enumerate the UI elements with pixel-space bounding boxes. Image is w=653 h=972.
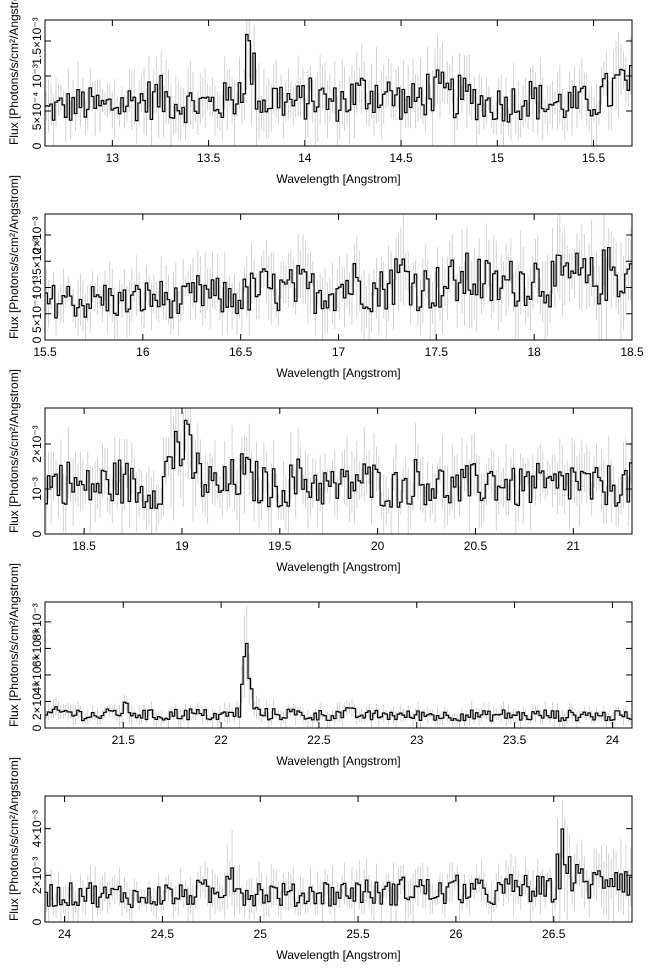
x-tick-label: 17.5	[425, 345, 449, 359]
spectrum-panel-1: 13 13.5 14 14.5 15 15.5 0 5×10⁻⁴ 10⁻³1.5×10⁻³ Wav…	[7, 0, 633, 186]
plot-frame	[44, 795, 633, 923]
x-tick-label: 17	[332, 345, 346, 359]
y-tick-label: 0	[30, 724, 44, 731]
x-tick-label: 24	[606, 733, 620, 747]
y-tick-label: 10⁻³	[30, 276, 44, 300]
x-tick-label: 24	[58, 927, 72, 941]
plot-frame	[44, 601, 633, 729]
y-tick-label: 8×10⁻³	[30, 603, 44, 640]
y-axis-label: Flux [Photons/s/cm²/Angstrom]	[7, 0, 21, 145]
x-tick-label: 14	[298, 151, 312, 165]
error-bars	[45, 20, 632, 146]
y-tick-label: 5×10⁻⁴	[30, 92, 44, 131]
spectrum-line	[45, 419, 632, 509]
x-tick-label: 15.5	[582, 151, 606, 165]
y-axis-label: Flux [Photons/s/cm²/Angstrom]	[7, 369, 21, 533]
x-tick-label: 21.5	[112, 733, 136, 747]
x-tick-label: 19.5	[268, 539, 292, 553]
x-tick-label: 25.5	[346, 927, 370, 941]
x-tick-label: 18.5	[620, 345, 644, 359]
x-axis-label: Wavelength [Angstrom]	[276, 366, 400, 380]
y-tick-label: 1.5×10⁻³	[30, 17, 44, 64]
x-axis-label: Wavelength [Angstrom]	[276, 948, 400, 962]
y-tick-label: 10⁻³	[30, 64, 44, 88]
x-tick-label: 13	[106, 151, 120, 165]
x-tick-label: 26	[449, 927, 463, 941]
x-tick-label: 26.5	[542, 927, 566, 941]
x-tick-label: 15.5	[33, 345, 57, 359]
error-bars	[45, 799, 632, 922]
y-tick-label: 2×10⁻³	[30, 683, 44, 720]
x-tick-label: 15	[491, 151, 505, 165]
x-tick-label: 20	[371, 539, 385, 553]
x-tick-label: 19	[175, 539, 189, 553]
y-axis-label: Flux [Photons/s/cm²/Angstrom]	[7, 563, 21, 727]
spectrum-panel-2: 15.5 16 16.5 17 17.5 18 18.5 0 5×10⁻⁴10⁻³1.5×10⁻…	[7, 175, 644, 380]
x-tick-label: 16.5	[229, 345, 253, 359]
x-axis-label: Wavelength [Angstrom]	[276, 560, 400, 574]
x-axis-label: Wavelength [Angstrom]	[276, 172, 400, 186]
plot-frame	[44, 407, 633, 535]
x-tick-label: 21	[567, 539, 581, 553]
y-axis-label: Flux [Photons/s/cm²/Angstrom]	[7, 175, 21, 339]
y-tick-label: 0	[30, 530, 44, 537]
y-tick-label: 4×10⁻³	[30, 656, 44, 693]
spectrum-line	[45, 642, 632, 722]
plot-frame	[44, 19, 633, 147]
y-axis-label: Flux [Photons/s/cm²/Angstrom]	[7, 757, 21, 921]
x-tick-label: 23.5	[503, 733, 527, 747]
y-tick-label: 2×10⁻³	[30, 425, 44, 462]
y-tick-label: 6×10⁻³	[30, 630, 44, 667]
y-tick-label: 0	[30, 142, 44, 149]
spectrum-panel-5: 24 24.5 25 25.5 26 26.5 0 2×10⁻³ 4×10⁻³ Wavelengt…	[7, 757, 633, 962]
x-tick-label: 16	[136, 345, 150, 359]
x-tick-label: 23	[410, 733, 424, 747]
x-tick-label: 18	[527, 345, 541, 359]
y-tick-label: 5×10⁻⁴	[30, 294, 44, 333]
plot-frame	[44, 213, 633, 341]
x-tick-label: 25	[254, 927, 268, 941]
x-tick-label: 22.5	[307, 733, 331, 747]
x-tick-label: 14.5	[389, 151, 413, 165]
spectrum-line	[45, 828, 632, 908]
spectrum-panel-3: 18.5 19 19.5 20 20.5 21 0 10⁻³ 2×10⁻³ Wavelength …	[7, 369, 633, 574]
y-tick-label: 10⁻³	[30, 477, 44, 501]
y-tick-label: 2×10⁻³	[30, 857, 44, 894]
x-tick-label: 18.5	[72, 539, 96, 553]
y-tick-label: 2×10⁻³	[30, 216, 44, 253]
x-tick-label: 22	[214, 733, 228, 747]
error-bars	[45, 408, 632, 534]
x-axis-label: Wavelength [Angstrom]	[276, 754, 400, 768]
error-bars	[45, 214, 632, 340]
spectrum-panel-4: 21.5 22 22.5 23 23.5 24 0 2×10⁻³4×10⁻³6×10⁻³8×1…	[7, 563, 633, 768]
y-tick-label: 1.5×10⁻³	[30, 238, 44, 285]
x-tick-label: 20.5	[464, 539, 488, 553]
y-tick-label: 4×10⁻³	[30, 810, 44, 847]
y-tick-label: 0	[30, 918, 44, 925]
spectrum-line	[45, 246, 632, 319]
y-tick-label: 0	[30, 336, 44, 343]
spectrum-line	[45, 33, 632, 124]
x-tick-label: 13.5	[197, 151, 221, 165]
x-tick-label: 24.5	[151, 927, 175, 941]
